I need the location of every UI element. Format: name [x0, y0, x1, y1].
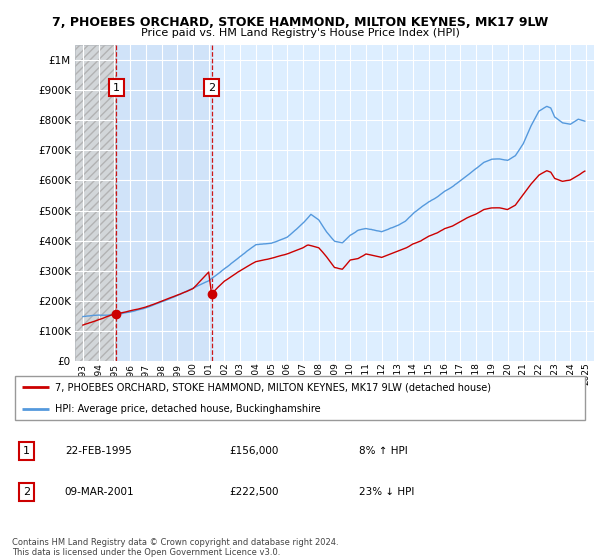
Text: Contains HM Land Registry data © Crown copyright and database right 2024.
This d: Contains HM Land Registry data © Crown c… — [12, 538, 338, 557]
Bar — [116, 45, 212, 361]
Text: 1: 1 — [23, 446, 30, 456]
Text: £222,500: £222,500 — [229, 487, 279, 497]
Text: 2: 2 — [208, 82, 215, 92]
Text: Price paid vs. HM Land Registry's House Price Index (HPI): Price paid vs. HM Land Registry's House … — [140, 28, 460, 38]
Text: £156,000: £156,000 — [229, 446, 279, 456]
FancyBboxPatch shape — [15, 376, 585, 421]
Text: 2: 2 — [23, 487, 30, 497]
Text: 22-FEB-1995: 22-FEB-1995 — [65, 446, 131, 456]
Text: 09-MAR-2001: 09-MAR-2001 — [65, 487, 134, 497]
Text: 23% ↓ HPI: 23% ↓ HPI — [359, 487, 414, 497]
Text: 8% ↑ HPI: 8% ↑ HPI — [359, 446, 407, 456]
Bar — [75, 45, 116, 361]
Text: 7, PHOEBES ORCHARD, STOKE HAMMOND, MILTON KEYNES, MK17 9LW (detached house): 7, PHOEBES ORCHARD, STOKE HAMMOND, MILTO… — [55, 382, 491, 393]
Text: 7, PHOEBES ORCHARD, STOKE HAMMOND, MILTON KEYNES, MK17 9LW: 7, PHOEBES ORCHARD, STOKE HAMMOND, MILTO… — [52, 16, 548, 29]
Text: 1: 1 — [113, 82, 120, 92]
Text: HPI: Average price, detached house, Buckinghamshire: HPI: Average price, detached house, Buck… — [55, 404, 321, 414]
